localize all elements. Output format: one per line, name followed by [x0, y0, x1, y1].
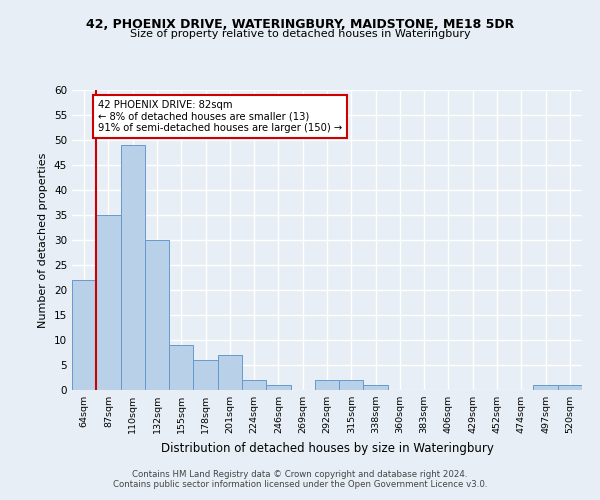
Bar — [169, 345, 193, 390]
Bar — [364, 385, 388, 390]
Text: 42, PHOENIX DRIVE, WATERINGBURY, MAIDSTONE, ME18 5DR: 42, PHOENIX DRIVE, WATERINGBURY, MAIDSTO… — [86, 18, 514, 30]
Bar — [145, 240, 169, 390]
Bar — [193, 360, 218, 390]
Bar — [533, 385, 558, 390]
Bar — [266, 385, 290, 390]
Bar — [72, 280, 96, 390]
Bar — [96, 215, 121, 390]
X-axis label: Distribution of detached houses by size in Wateringbury: Distribution of detached houses by size … — [161, 442, 493, 454]
Bar — [218, 355, 242, 390]
Bar — [339, 380, 364, 390]
Text: 42 PHOENIX DRIVE: 82sqm
← 8% of detached houses are smaller (13)
91% of semi-det: 42 PHOENIX DRIVE: 82sqm ← 8% of detached… — [97, 100, 342, 133]
Bar — [315, 380, 339, 390]
Bar — [558, 385, 582, 390]
Bar — [121, 145, 145, 390]
Y-axis label: Number of detached properties: Number of detached properties — [38, 152, 49, 328]
Text: Contains HM Land Registry data © Crown copyright and database right 2024.: Contains HM Land Registry data © Crown c… — [132, 470, 468, 479]
Bar — [242, 380, 266, 390]
Text: Size of property relative to detached houses in Wateringbury: Size of property relative to detached ho… — [130, 29, 470, 39]
Text: Contains public sector information licensed under the Open Government Licence v3: Contains public sector information licen… — [113, 480, 487, 489]
